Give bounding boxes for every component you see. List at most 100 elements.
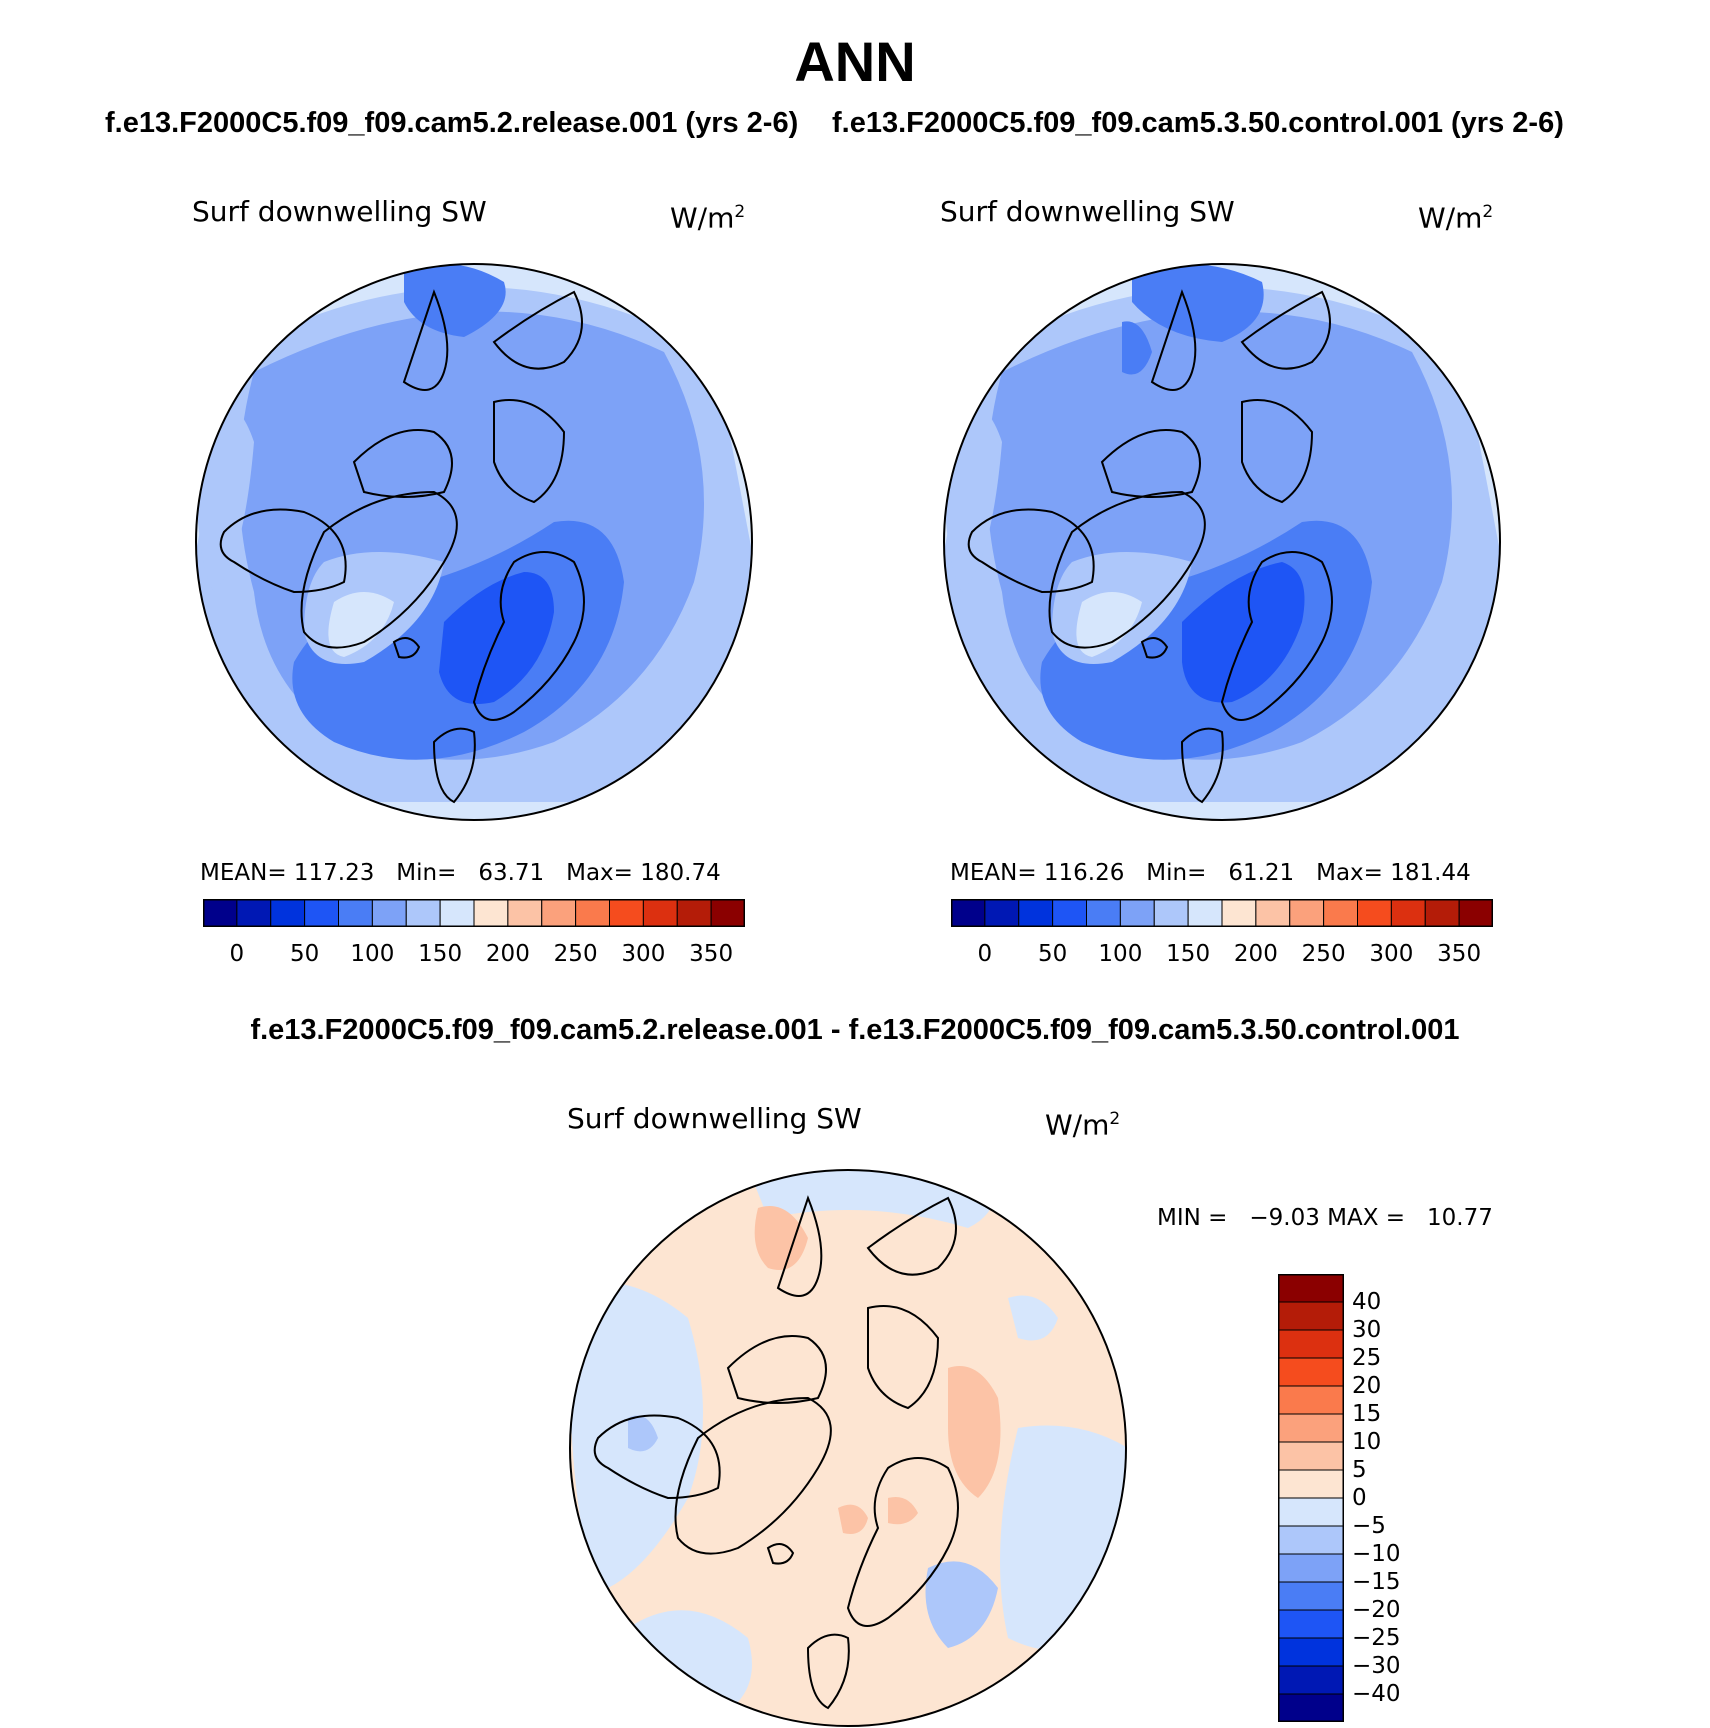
colorbar-panel1-swatch — [473, 899, 509, 927]
colorbar-difference-swatch — [1278, 1441, 1344, 1471]
colorbar-difference-swatch — [1278, 1329, 1344, 1359]
colorbar-panel2-swatch — [1221, 899, 1257, 927]
colorbar-difference-tick-label: 40 — [1352, 1289, 1382, 1315]
colorbar-panel2-swatch — [1187, 899, 1223, 927]
colorbar-panel1-swatch — [507, 899, 543, 927]
colorbar-panel1-swatch — [405, 899, 441, 927]
colorbar-panel2-swatch — [1052, 899, 1087, 927]
colorbar-difference-swatches — [1278, 1274, 1344, 1722]
colorbar-difference-swatch — [1278, 1637, 1344, 1667]
colorbar-difference-tick-label: 5 — [1352, 1457, 1367, 1483]
colorbar-difference-swatch — [1278, 1274, 1344, 1303]
colorbar-panel2-tick-label: 100 — [1098, 941, 1143, 967]
colorbar-panel1-swatch — [575, 899, 610, 927]
colorbar-panel2-tick-label: 50 — [1037, 941, 1068, 967]
colorbar-difference-swatch — [1278, 1693, 1344, 1722]
case2-title: f.e13.F2000C5.f09_f09.cam5.3.50.control.… — [832, 107, 1564, 139]
case1-title: f.e13.F2000C5.f09_f09.cam5.2.release.001… — [105, 107, 799, 139]
colorbar-difference-swatch — [1278, 1525, 1344, 1555]
colorbar-panel2-swatch — [984, 899, 1020, 927]
colorbar-panel2-swatch — [1458, 899, 1493, 927]
colorbar-panel2-swatch — [1255, 899, 1291, 927]
colorbar-panel1-tick-label: 250 — [553, 941, 598, 967]
colorbar-difference — [1278, 1274, 1344, 1722]
colorbar-panel1-swatch — [371, 899, 407, 927]
panel3-variable-label: Surf downwelling SW — [567, 1102, 862, 1135]
colorbar-panel2-tick-label: 0 — [977, 941, 993, 967]
colorbar-difference-swatch — [1278, 1413, 1344, 1443]
colorbar-difference-tick-label: 20 — [1352, 1373, 1382, 1399]
panel1-stats: MEAN= 117.23 Min= 63.71 Max= 180.74 — [200, 860, 721, 886]
map-panel2 — [943, 263, 1501, 821]
panel2-units-label: W/m2 — [1418, 201, 1494, 235]
colorbar-difference-swatch — [1278, 1609, 1344, 1639]
colorbar-difference-tick-label: 30 — [1352, 1317, 1382, 1343]
colorbar-panel2-swatch — [1390, 899, 1426, 927]
colorbar-difference-tick-label: 0 — [1352, 1485, 1367, 1511]
colorbar-difference-tick-label: −10 — [1352, 1541, 1401, 1567]
colorbar-difference-swatch — [1278, 1497, 1344, 1527]
colorbar-difference-tick-label: 10 — [1352, 1429, 1382, 1455]
colorbar-difference-tick-label: −15 — [1352, 1569, 1401, 1595]
panel2-stats: MEAN= 116.26 Min= 61.21 Max= 181.44 — [950, 860, 1471, 886]
colorbar-panel2-swatch — [1018, 899, 1054, 927]
colorbar-panel1-swatch — [270, 899, 306, 927]
map-difference — [569, 1169, 1127, 1727]
colorbar-difference-swatch — [1278, 1469, 1344, 1499]
colorbar-difference-tick-label: 15 — [1352, 1401, 1382, 1427]
colorbar-panel2-swatch — [1323, 899, 1358, 927]
colorbar-difference-tick-label: −20 — [1352, 1597, 1401, 1623]
panel1-units-label: W/m2 — [670, 201, 746, 235]
colorbar-panel1-swatch — [642, 899, 678, 927]
colorbar-panel1 — [203, 899, 745, 927]
colorbar-panel1-swatch — [338, 899, 373, 927]
colorbar-panel1-swatch — [439, 899, 475, 927]
colorbar-difference-swatch — [1278, 1385, 1344, 1415]
colorbar-panel1-tick-label: 50 — [289, 941, 320, 967]
colorbar-panel1-swatch — [710, 899, 745, 927]
colorbar-panel2-tick-label: 350 — [1437, 941, 1482, 967]
colorbar-panel1-tick-label: 100 — [350, 941, 395, 967]
colorbar-difference-swatch — [1278, 1357, 1344, 1387]
colorbar-panel2-swatch — [1086, 899, 1121, 927]
colorbar-panel2 — [951, 899, 1493, 927]
colorbar-panel2-swatch — [1289, 899, 1325, 927]
colorbar-panel2-swatch — [951, 899, 986, 927]
colorbar-panel1-swatch — [609, 899, 644, 927]
colorbar-panel2-swatch — [1119, 899, 1155, 927]
colorbar-panel1-tick-label: 150 — [418, 941, 463, 967]
colorbar-panel2-tick-label: 300 — [1369, 941, 1414, 967]
colorbar-panel1-tick-label: 200 — [485, 941, 530, 967]
colorbar-panel1-swatch — [676, 899, 712, 927]
colorbar-difference-tick-label: −40 — [1352, 1681, 1401, 1707]
colorbar-difference-swatch — [1278, 1665, 1344, 1695]
colorbar-difference-swatch — [1278, 1553, 1344, 1583]
colorbar-difference-tick-label: −30 — [1352, 1653, 1401, 1679]
colorbar-difference-swatch — [1278, 1581, 1344, 1611]
panel1-variable-label: Surf downwelling SW — [192, 195, 487, 228]
colorbar-panel1-tick-label: 350 — [689, 941, 734, 967]
colorbar-difference-tick-label: 25 — [1352, 1345, 1382, 1371]
colorbar-panel1-swatches — [203, 899, 745, 927]
colorbar-difference-tick-label: −25 — [1352, 1625, 1401, 1651]
colorbar-panel1-tick-label: 300 — [621, 941, 666, 967]
difference-title: f.e13.F2000C5.f09_f09.cam5.2.release.001… — [250, 1014, 1460, 1046]
panel3-units-label: W/m2 — [1045, 1108, 1121, 1142]
colorbar-difference-tick-label: −5 — [1352, 1513, 1386, 1539]
colorbar-panel1-swatch — [236, 899, 272, 927]
colorbar-panel2-swatch — [1153, 899, 1189, 927]
colorbar-panel1-tick-label: 0 — [229, 941, 245, 967]
figure-title: ANN — [794, 30, 916, 93]
colorbar-panel1-swatch — [203, 899, 238, 927]
panel2-variable-label: Surf downwelling SW — [940, 195, 1235, 228]
colorbar-panel2-tick-label: 150 — [1166, 941, 1211, 967]
colorbar-panel2-swatch — [1357, 899, 1392, 927]
colorbar-panel2-tick-label: 250 — [1301, 941, 1346, 967]
colorbar-panel2-swatch — [1424, 899, 1460, 927]
panel3-stats: MIN = −9.03 MAX = 10.77 — [1157, 1205, 1493, 1231]
colorbar-panel1-swatch — [541, 899, 577, 927]
colorbar-difference-swatch — [1278, 1301, 1344, 1331]
colorbar-panel1-swatch — [304, 899, 339, 927]
map-panel1 — [195, 263, 753, 821]
colorbar-panel2-swatches — [951, 899, 1493, 927]
